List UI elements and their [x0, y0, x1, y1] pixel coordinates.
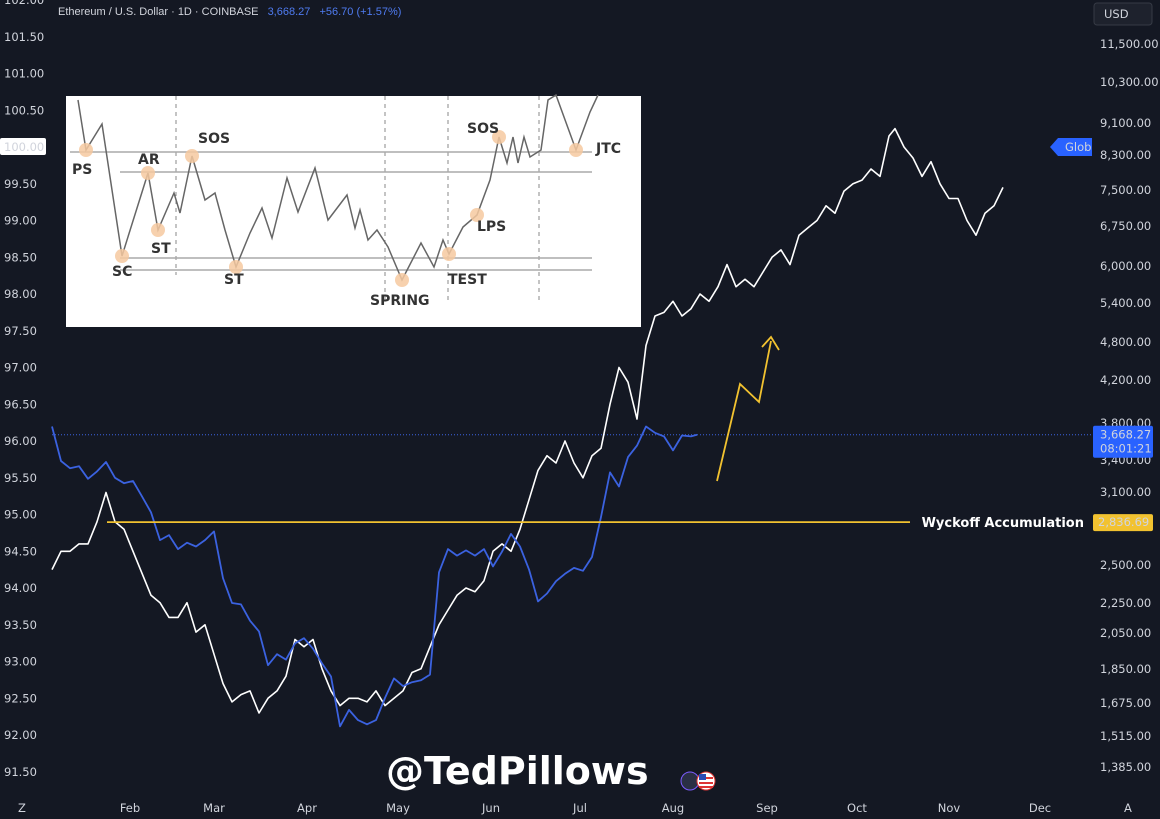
currency-button[interactable] — [1093, 2, 1153, 26]
projection-arrowhead — [761, 335, 780, 351]
left-axis-tick-label: 100.00 — [4, 140, 44, 154]
time-axis-tick-label: Jul — [572, 801, 587, 815]
right-axis-tick-label: 1,385.00 — [1100, 760, 1151, 774]
inset-label-test: TEST — [448, 272, 487, 288]
global-tag[interactable]: Glob — [1050, 138, 1092, 156]
right-axis-tick-label: 5,400.00 — [1100, 296, 1151, 310]
time-axis-tick-label: Dec — [1029, 801, 1051, 815]
right-axis-tick-label: 6,750.00 — [1100, 219, 1151, 233]
countdown-value: 08:01:21 — [1100, 442, 1152, 456]
inset-label-st-2: ST — [224, 272, 244, 288]
inset-label-sos-2: SOS — [467, 121, 499, 137]
time-axis-tick-label: May — [386, 801, 410, 815]
flag-badge-icon — [680, 771, 716, 791]
left-axis-tick-label: 95.00 — [4, 508, 37, 522]
right-axis-tick-label: 3,100.00 — [1100, 485, 1151, 499]
time-axis: Feb Mar Apr May Jun Jul Aug Sep Oct Nov Dec — [120, 801, 1051, 815]
left-axis-tick-label: 99.00 — [4, 214, 37, 228]
current-price-tag: 3,668.27 08:01:21 — [1093, 425, 1153, 458]
left-axis-tick-label: 98.50 — [4, 250, 37, 264]
time-axis-tick-label: Feb — [120, 801, 140, 815]
inset-label-st-1: ST — [151, 241, 171, 257]
right-axis-tick-label: 11,500.00 — [1100, 37, 1159, 51]
left-axis-tick-label: 101.00 — [4, 67, 44, 81]
time-axis-tick-label: Nov — [938, 801, 961, 815]
left-axis-tick-label: 102.00 — [4, 0, 44, 7]
last-price: 3,668.27 — [268, 6, 311, 18]
left-axis-tick-label: 100.50 — [4, 103, 44, 117]
left-axis-highlight — [0, 138, 46, 155]
inset-label-ps: PS — [72, 162, 92, 178]
left-axis-tick-label: 96.00 — [4, 434, 37, 448]
right-axis-tick-label: 1,515.00 — [1100, 729, 1151, 743]
left-axis-tick-label: 98.00 — [4, 287, 37, 301]
currency-button-label: USD — [1104, 7, 1129, 21]
inset-label-spring: SPRING — [370, 293, 430, 309]
inset-label-lps: LPS — [477, 219, 506, 235]
right-axis-tick-label: 6,000.00 — [1100, 259, 1151, 273]
right-axis-tick-label: 8,300.00 — [1100, 148, 1151, 162]
left-axis-tick-label: 101.50 — [4, 30, 44, 44]
projection-arrow — [716, 340, 772, 482]
right-axis-tick-label: 7,500.00 — [1100, 183, 1151, 197]
left-axis-tick-label: 97.50 — [4, 324, 37, 338]
corner-left-label: Z — [18, 801, 26, 815]
right-axis-tick-label: 9,100.00 — [1100, 116, 1151, 130]
left-axis-tick-label: 97.00 — [4, 361, 37, 375]
inset-label-sos-1: SOS — [198, 131, 230, 147]
current-price-tag-value: 3,668.27 — [1100, 428, 1151, 442]
left-axis-tick-label: 93.50 — [4, 618, 37, 632]
left-axis-tick-label: 95.50 — [4, 471, 37, 485]
wyckoff-schematic-inset: PS AR SOS SC ST ST SPRING TEST SOS LPS J… — [66, 93, 641, 327]
inset-label-jtc: JTC — [595, 141, 621, 157]
global-tag-label: Glob — [1065, 140, 1091, 154]
time-axis-tick-label: Mar — [203, 801, 225, 815]
left-axis-tick-label: 93.00 — [4, 655, 37, 669]
left-axis-tick-label: 91.50 — [4, 765, 37, 779]
right-axis-tick-label: 1,850.00 — [1100, 662, 1151, 676]
eth-series-line — [51, 425, 698, 728]
right-axis-tick-label: 1,675.00 — [1100, 696, 1151, 710]
time-axis-tick-label: Sep — [756, 801, 778, 815]
time-axis-tick-label: Apr — [297, 801, 317, 815]
corner-right-label: A — [1124, 801, 1132, 815]
time-axis-tick-label: Oct — [847, 801, 867, 815]
wyckoff-label: Wyckoff Accumulation — [922, 516, 1084, 531]
right-axis-tick-label: 2,500.00 — [1100, 558, 1151, 572]
left-axis-tick-label: 94.00 — [4, 581, 37, 595]
wyckoff-price-tag: 2,836.69 — [1093, 514, 1153, 532]
wyckoff-price-tag-value: 2,836.69 — [1098, 515, 1149, 529]
right-axis: 11,500.00 10,300.00 9,100.00 8,300.00 7,500.… — [1100, 37, 1159, 774]
right-axis-tick-label: 2,250.00 — [1100, 596, 1151, 610]
time-axis-tick-label: Aug — [662, 801, 684, 815]
watermark: @TedPillows — [386, 749, 649, 793]
right-axis-tick-label: 2,050.00 — [1100, 626, 1151, 640]
svg-text:Ethereum / U.S. Dollar · 1D ·: Ethereum / U.S. Dollar · 1D · COINBASE 3… — [58, 6, 401, 18]
right-axis-tick-label: 4,200.00 — [1100, 373, 1151, 387]
left-axis-tick-label: 94.50 — [4, 544, 37, 558]
symbol-title: Ethereum / U.S. Dollar · 1D · COINBASE — [58, 6, 259, 18]
price-change: +56.70 (+1.57%) — [319, 6, 401, 18]
dxy-series-line — [51, 127, 1004, 714]
left-axis: 102.00 101.50 101.00 100.50 100.00 99.50 99.00… — [0, 0, 46, 779]
inset-label-ar: AR — [138, 152, 160, 168]
left-axis-tick-label: 99.50 — [4, 177, 37, 191]
time-axis-tick-label: Jun — [481, 801, 500, 815]
inset-label-sc: SC — [112, 264, 132, 280]
left-axis-tick-label: 96.50 — [4, 397, 37, 411]
right-axis-tick-label: 10,300.00 — [1100, 75, 1159, 89]
left-axis-tick-label: 92.50 — [4, 691, 37, 705]
left-axis-tick-label: 92.00 — [4, 728, 37, 742]
right-axis-tick-label: 4,800.00 — [1100, 335, 1151, 349]
